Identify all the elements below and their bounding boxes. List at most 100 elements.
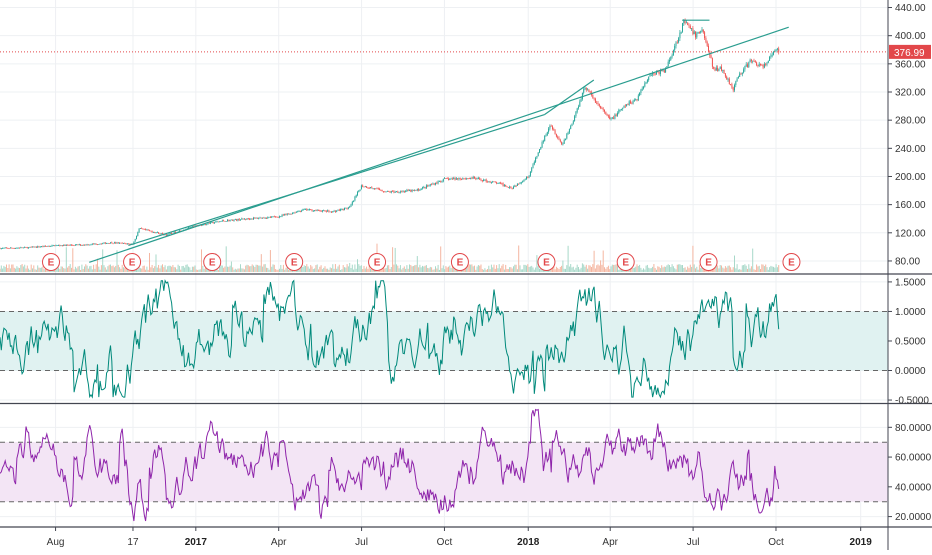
candle-body [776,48,778,50]
oscillator-2-series [0,408,780,522]
candle-body [264,218,266,219]
volume-bar [341,269,343,272]
candle-body [329,211,331,213]
candle-body [388,191,390,192]
volume-bar [605,268,607,272]
volume-bar [503,269,505,272]
candle-body [756,62,758,66]
candle-body [141,228,143,229]
candle-body [384,191,386,193]
x-axis[interactable]: Aug 17 2017 Apr Jul Oct 2018 Apr Jul Oct 2019 [47,527,873,548]
candle-body [675,42,677,46]
candle-body [402,190,404,192]
volume-bar [593,250,595,272]
candle-body [292,212,293,214]
y-tick-label: 240.00 [895,144,926,155]
volume-bar [489,269,491,272]
candle-body [262,217,264,219]
volume-bar [507,269,509,272]
candle-body [46,246,48,247]
earnings-marker[interactable] [368,253,387,271]
earnings-marker[interactable] [616,253,635,271]
y-tick-label: 80.00 [895,256,920,267]
earnings-marker-label: E [622,258,629,269]
trendline[interactable] [128,113,545,247]
trendline[interactable] [544,79,595,116]
candle-body [243,218,245,220]
candle-body [657,71,659,73]
earnings-marker[interactable] [285,253,304,271]
x-tick-label: Oct [768,537,784,548]
candle-body [80,244,82,246]
candle-body [704,32,706,39]
candle-body [667,61,669,67]
candle-body [490,182,492,184]
volume-bar [64,268,66,272]
volume-bar [666,265,668,272]
volume-bar [223,267,225,272]
candle-body [249,218,251,220]
candle-body [134,238,136,242]
earnings-marker[interactable] [42,253,61,271]
trendline[interactable] [89,26,789,263]
candle-body [458,178,460,180]
earnings-marker[interactable] [203,253,222,271]
y-tick-label: 40.0000 [895,482,932,493]
candle-body [59,245,61,246]
candle-body [245,218,247,220]
y-axis[interactable]: 80.00 120.00 160.00 200.00 240.00 280.00 320.0… [888,3,932,523]
volume-bar [137,269,139,272]
volume-bar [523,264,525,272]
y-tick-label: 80.0000 [895,423,932,434]
volume-bar [340,269,342,272]
candle-body [240,219,241,221]
candle-body [607,115,609,117]
candle-body [100,243,102,245]
volume-bar [536,255,538,272]
candle-body [770,55,772,57]
candle-body [619,109,621,111]
candle-body [111,242,113,244]
candle-body [48,246,50,247]
volume-bar [385,267,387,272]
earnings-marker[interactable] [123,253,142,271]
volume-bar [762,264,764,272]
candle-body [210,222,212,224]
earnings-marker[interactable] [699,253,718,271]
volume-bar [279,268,280,272]
volume-bar [506,268,508,272]
candle-body [354,196,356,201]
candle-body [137,232,139,236]
volume-bar [123,267,124,272]
price-candles [0,18,780,250]
volume-bar [72,248,74,272]
candle-body [574,116,576,122]
candle-body [216,221,218,223]
trendlines[interactable] [89,19,789,263]
candle-body [372,188,374,190]
candle-body [464,178,466,180]
candle-body [164,234,166,236]
candle-body [505,185,507,187]
candle-body [549,125,551,129]
volume-bar [324,266,326,272]
volume-bar [535,267,537,272]
candle-body [24,247,26,248]
volume-bar [770,265,772,272]
volume-bar [316,264,318,272]
candle-body [468,178,470,180]
volume-bar [360,265,362,272]
candle-body [38,246,40,248]
candle-body [311,209,313,212]
candle-body [8,248,10,250]
candle-body [299,211,301,212]
earnings-marker[interactable] [782,253,801,271]
earnings-marker[interactable] [537,253,556,271]
earnings-marker[interactable] [450,253,469,271]
x-tick-label: Apr [271,537,287,548]
candle-body [284,214,286,216]
